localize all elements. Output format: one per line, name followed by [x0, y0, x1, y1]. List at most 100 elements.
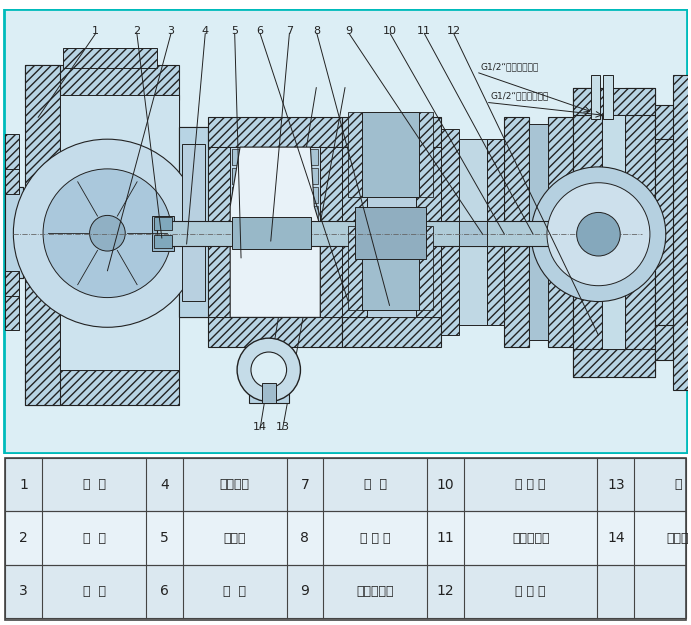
- Text: 13: 13: [607, 478, 625, 492]
- Text: 冷 却 筱: 冷 却 筱: [515, 585, 546, 597]
- Bar: [591, 75, 600, 119]
- Bar: [673, 75, 690, 389]
- Bar: [348, 226, 362, 311]
- Text: 泵  体: 泵 体: [82, 478, 106, 491]
- Text: 5: 5: [160, 531, 169, 545]
- Bar: [419, 226, 433, 311]
- Text: 2: 2: [19, 531, 28, 545]
- Bar: [416, 147, 441, 318]
- Bar: [6, 187, 23, 278]
- Bar: [655, 104, 683, 139]
- Bar: [342, 147, 367, 318]
- Circle shape: [547, 182, 650, 286]
- Text: 13: 13: [276, 422, 290, 432]
- Bar: [209, 318, 342, 347]
- Text: 3: 3: [19, 584, 28, 598]
- Text: 12: 12: [437, 584, 454, 598]
- Bar: [249, 365, 289, 403]
- Text: 3: 3: [167, 26, 175, 36]
- Bar: [6, 564, 685, 618]
- Bar: [529, 124, 548, 340]
- Text: 9: 9: [346, 26, 352, 36]
- Bar: [504, 118, 529, 347]
- Text: G1/2“冷却进水接管: G1/2“冷却进水接管: [491, 92, 549, 101]
- Text: 11: 11: [417, 26, 431, 36]
- Bar: [182, 144, 205, 301]
- Bar: [687, 139, 691, 325]
- Bar: [367, 147, 416, 318]
- Text: 7: 7: [301, 478, 310, 492]
- Text: 1: 1: [19, 478, 28, 492]
- Text: 轴 承 体: 轴 承 体: [360, 531, 390, 544]
- Text: 14: 14: [253, 422, 267, 432]
- Bar: [232, 224, 319, 240]
- Text: 8: 8: [313, 26, 321, 36]
- Text: 静  环: 静 环: [82, 531, 106, 544]
- Bar: [232, 243, 319, 259]
- Bar: [232, 217, 312, 249]
- Bar: [362, 112, 419, 197]
- Bar: [459, 221, 486, 246]
- Bar: [459, 139, 486, 325]
- Text: 止推环: 止推环: [223, 531, 246, 544]
- Text: 12: 12: [446, 26, 461, 36]
- Bar: [6, 511, 685, 564]
- Circle shape: [13, 139, 202, 328]
- Circle shape: [237, 338, 301, 401]
- Text: 内磁锂总成: 内磁锂总成: [512, 531, 549, 544]
- Bar: [209, 147, 230, 318]
- Circle shape: [531, 167, 665, 301]
- Bar: [625, 88, 655, 377]
- Text: 轴: 轴: [674, 478, 681, 491]
- Text: 6: 6: [160, 584, 169, 598]
- Bar: [262, 382, 276, 402]
- Bar: [154, 235, 172, 248]
- Text: 后密封环: 后密封环: [220, 478, 249, 491]
- Bar: [232, 168, 319, 184]
- Bar: [603, 75, 614, 119]
- Text: 联接架: 联接架: [666, 531, 689, 544]
- Bar: [348, 112, 362, 197]
- Bar: [179, 127, 209, 318]
- Bar: [342, 118, 441, 147]
- Text: 1: 1: [93, 26, 100, 36]
- Text: 4: 4: [202, 26, 209, 36]
- Bar: [157, 221, 632, 246]
- Circle shape: [577, 213, 621, 256]
- FancyBboxPatch shape: [4, 9, 687, 453]
- Circle shape: [251, 352, 287, 388]
- Text: 9: 9: [301, 584, 310, 598]
- Bar: [6, 134, 19, 169]
- Bar: [342, 318, 441, 347]
- Bar: [6, 187, 23, 278]
- Bar: [150, 94, 179, 370]
- Text: 外磁锂总成: 外磁锂总成: [357, 585, 394, 597]
- Bar: [6, 164, 19, 194]
- Bar: [573, 88, 603, 377]
- Bar: [230, 147, 320, 318]
- Circle shape: [90, 216, 125, 251]
- Bar: [486, 139, 504, 325]
- Text: 4: 4: [160, 478, 169, 492]
- Bar: [209, 118, 342, 147]
- Bar: [6, 458, 685, 511]
- Bar: [6, 511, 685, 564]
- Bar: [232, 187, 319, 202]
- Bar: [573, 349, 655, 377]
- Bar: [63, 48, 157, 68]
- Bar: [60, 94, 179, 370]
- Bar: [26, 65, 60, 404]
- Circle shape: [43, 169, 172, 298]
- Bar: [655, 138, 676, 330]
- Text: 叶  轮: 叶 轮: [82, 585, 106, 597]
- Bar: [6, 458, 685, 511]
- Bar: [603, 116, 625, 349]
- Bar: [6, 296, 19, 330]
- Bar: [26, 65, 179, 99]
- Bar: [6, 271, 19, 301]
- Bar: [548, 118, 573, 347]
- Bar: [232, 206, 319, 221]
- Bar: [320, 147, 342, 318]
- Bar: [655, 325, 683, 360]
- Text: 8: 8: [301, 531, 310, 545]
